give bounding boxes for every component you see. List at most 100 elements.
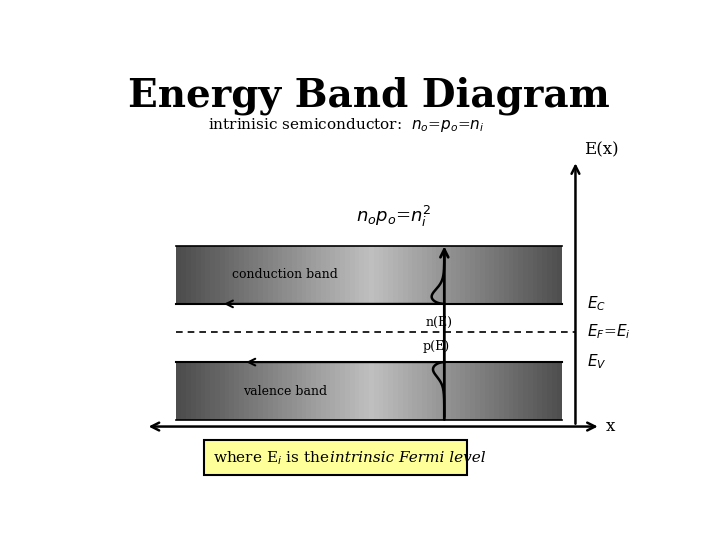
Bar: [552, 362, 557, 420]
Bar: [210, 246, 215, 304]
Bar: [350, 362, 354, 420]
Bar: [191, 246, 196, 304]
Bar: [499, 246, 504, 304]
Bar: [191, 362, 196, 420]
Bar: [537, 246, 542, 304]
Bar: [273, 362, 277, 420]
Text: valence band: valence band: [243, 384, 328, 397]
Bar: [422, 362, 427, 420]
Bar: [504, 362, 508, 420]
Bar: [292, 246, 297, 304]
Bar: [398, 246, 402, 304]
Bar: [340, 246, 345, 304]
Bar: [277, 246, 282, 304]
Bar: [408, 362, 413, 420]
Bar: [369, 246, 374, 304]
Text: E(x): E(x): [584, 141, 618, 159]
Bar: [480, 246, 485, 304]
Bar: [330, 362, 336, 420]
Bar: [470, 362, 475, 420]
Bar: [379, 362, 384, 420]
Bar: [369, 362, 374, 420]
Bar: [205, 246, 210, 304]
Bar: [215, 362, 220, 420]
Bar: [422, 246, 427, 304]
Bar: [388, 362, 393, 420]
Bar: [446, 246, 451, 304]
Text: intrinisic semiconductor:  $n_o$=$p_o$=$n_i$: intrinisic semiconductor: $n_o$=$p_o$=$n…: [208, 116, 485, 134]
Text: n(E): n(E): [426, 315, 452, 328]
Bar: [282, 246, 287, 304]
Bar: [393, 246, 398, 304]
Bar: [431, 246, 436, 304]
Bar: [427, 246, 431, 304]
Bar: [220, 246, 225, 304]
Bar: [465, 362, 470, 420]
Bar: [201, 362, 205, 420]
Bar: [225, 362, 230, 420]
Bar: [461, 362, 465, 420]
Bar: [490, 246, 494, 304]
Bar: [475, 246, 480, 304]
Bar: [374, 246, 379, 304]
Bar: [374, 362, 379, 420]
Bar: [402, 362, 408, 420]
Bar: [181, 246, 186, 304]
Bar: [186, 246, 191, 304]
Bar: [542, 362, 547, 420]
Bar: [542, 246, 547, 304]
Bar: [297, 362, 302, 420]
Bar: [499, 362, 504, 420]
Bar: [490, 362, 494, 420]
Bar: [436, 246, 441, 304]
Bar: [321, 246, 325, 304]
Bar: [234, 362, 239, 420]
Bar: [277, 362, 282, 420]
Bar: [263, 246, 268, 304]
Bar: [446, 362, 451, 420]
Bar: [201, 246, 205, 304]
Bar: [384, 246, 388, 304]
Bar: [402, 246, 408, 304]
Bar: [248, 362, 253, 420]
Bar: [354, 246, 359, 304]
Bar: [485, 246, 490, 304]
Bar: [258, 246, 263, 304]
Bar: [456, 246, 461, 304]
Bar: [465, 246, 470, 304]
Bar: [413, 362, 417, 420]
Bar: [518, 362, 523, 420]
Bar: [470, 246, 475, 304]
Bar: [359, 246, 364, 304]
Bar: [205, 362, 210, 420]
Bar: [321, 362, 325, 420]
Bar: [528, 362, 533, 420]
Bar: [384, 362, 388, 420]
Bar: [234, 246, 239, 304]
Bar: [176, 246, 181, 304]
Bar: [268, 362, 273, 420]
Text: p(E): p(E): [423, 340, 449, 353]
Bar: [354, 362, 359, 420]
Text: conduction band: conduction band: [233, 268, 338, 281]
Bar: [518, 246, 523, 304]
Bar: [494, 362, 499, 420]
Bar: [345, 362, 350, 420]
Bar: [398, 362, 402, 420]
Bar: [504, 246, 508, 304]
Text: x: x: [606, 418, 616, 435]
Bar: [537, 362, 542, 420]
Bar: [427, 362, 431, 420]
Bar: [359, 362, 364, 420]
Bar: [528, 246, 533, 304]
Text: $E_F$=$E_i$: $E_F$=$E_i$: [587, 322, 630, 341]
Bar: [244, 362, 248, 420]
Bar: [345, 246, 350, 304]
Bar: [268, 246, 273, 304]
Bar: [186, 362, 191, 420]
Bar: [393, 362, 398, 420]
Bar: [316, 246, 321, 304]
Bar: [282, 362, 287, 420]
Bar: [340, 362, 345, 420]
Bar: [325, 362, 330, 420]
